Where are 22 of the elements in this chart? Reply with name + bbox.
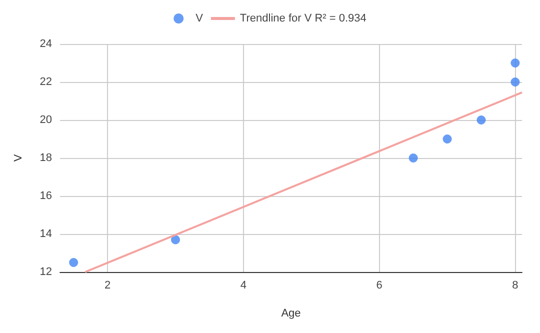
point (69, 258, 78, 267)
y-tick-label: 14 (40, 228, 52, 240)
point (408, 154, 418, 162)
point (171, 235, 180, 244)
y-axis-title: V (12, 154, 24, 162)
y-tick-label: 22 (40, 76, 52, 88)
x-tick-label: 8 (512, 280, 518, 292)
legend-label: Trendline for V R² = 0.934 (240, 12, 366, 24)
y-tick-label: 16 (40, 190, 52, 202)
y-tick-label: 12 (40, 266, 52, 278)
y-tick-label: 18 (40, 152, 52, 164)
legend-label: V (196, 12, 204, 24)
x-axis-title: Age (281, 308, 301, 320)
point (510, 78, 520, 86)
x-tick-label: 2 (104, 280, 111, 292)
y-tick-label: 24 (40, 38, 52, 50)
y-tick-label: 20 (40, 114, 52, 126)
x-tick-label: 6 (376, 280, 382, 292)
x-tick-label: 4 (240, 280, 247, 292)
point (510, 58, 520, 68)
point (476, 116, 486, 124)
point (442, 134, 452, 144)
